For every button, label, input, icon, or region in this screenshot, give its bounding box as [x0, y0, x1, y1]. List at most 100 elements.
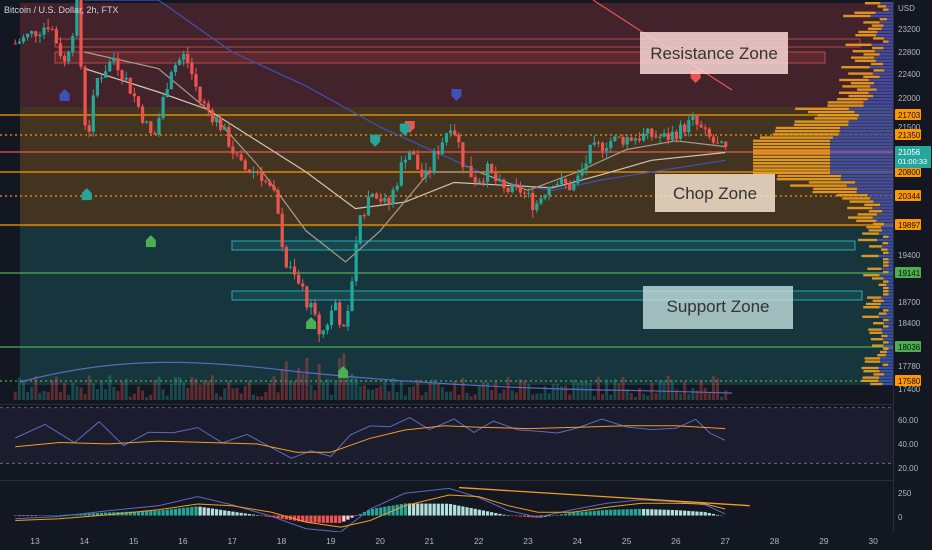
volume-bar: [215, 393, 219, 400]
volume-profile-bar: [873, 373, 885, 376]
svg-text:18700: 18700: [898, 298, 921, 307]
volume-profile-bar: [855, 34, 877, 37]
volume-bar: [38, 392, 42, 400]
volume-bar: [403, 395, 407, 400]
candle-body: [522, 192, 527, 194]
candle-body: [551, 186, 555, 188]
macd-histogram-bar: [617, 509, 621, 516]
volume-profile-bar: [881, 328, 893, 331]
time-axis[interactable]: 13 14 15 16 17 18 19 20 21 22 23 24 25 26 27 28 29 30: [0, 532, 932, 550]
volume-bar: [716, 378, 720, 400]
macd-histogram-bar: [469, 508, 473, 516]
candle-body: [108, 61, 112, 72]
price-axis-label: 17580: [895, 375, 921, 386]
macd-histogram-bar: [432, 503, 436, 516]
volume-profile-bar: [886, 283, 893, 286]
volume-profile-bar: [855, 181, 893, 184]
rsi-band: [0, 407, 893, 464]
volume-profile-bar: [795, 107, 849, 110]
price-axis-label: 21703: [895, 109, 921, 120]
candle-body: [46, 27, 50, 30]
macd-histogram-bar: [243, 513, 247, 516]
volume-profile-bar: [863, 104, 893, 107]
volume-profile-bar: [881, 27, 893, 30]
macd-histogram-bar: [325, 515, 329, 523]
volume-bar: [494, 380, 498, 400]
macd-histogram-bar: [666, 509, 670, 516]
resistance-zone-label-box[interactable]: Resistance Zone: [640, 32, 788, 74]
candle-body: [555, 184, 559, 187]
macd-histogram-bar: [576, 512, 580, 516]
volume-bar: [371, 389, 375, 400]
resistance-zone-box-b: [54, 51, 826, 64]
candle-body: [182, 54, 186, 60]
volume-bar: [136, 386, 140, 400]
volume-profile-bar: [872, 206, 893, 210]
volume-profile-bar: [845, 43, 872, 46]
volume-bar: [268, 383, 272, 400]
volume-profile-bar: [886, 312, 893, 315]
volume-profile-bar: [882, 363, 889, 366]
macd-histogram-bar: [165, 509, 169, 516]
volume-profile-bar: [817, 114, 859, 117]
time-axis-label: 23: [523, 536, 533, 546]
macd-histogram-bar: [465, 507, 469, 516]
candle-body: [30, 31, 34, 34]
candle-body: [440, 142, 444, 154]
volume-profile-bar: [841, 174, 893, 178]
volume-bars: [13, 353, 733, 400]
volume-profile-bar: [863, 53, 880, 56]
macd-histogram-bar: [198, 506, 202, 516]
volume-profile-bar: [870, 85, 893, 88]
macd-histogram-bar: [572, 512, 576, 516]
macd-histogram-bar: [559, 514, 564, 516]
volume-profile-bar: [875, 59, 893, 62]
candle-body: [465, 165, 469, 168]
macd-histogram-bar: [375, 508, 379, 516]
candle-body: [584, 163, 588, 170]
volume-profile-bar: [881, 226, 893, 229]
volume-bar: [617, 383, 621, 400]
current-price-value: 21056: [898, 148, 921, 157]
volume-bar: [108, 375, 112, 400]
volume-bar: [703, 387, 707, 400]
volume-profile-bar: [854, 110, 893, 114]
volume-bar: [670, 380, 674, 400]
volume-profile-bar: [870, 14, 893, 18]
volume-bar: [469, 396, 473, 400]
volume-bar: [486, 382, 490, 400]
volume-bar: [321, 381, 325, 400]
volume-profile-bar: [777, 174, 842, 178]
marker-down-teal-icon: [399, 123, 410, 136]
volume-bar: [543, 386, 547, 400]
candle-body: [251, 171, 256, 173]
price-axis-label: USD: [898, 4, 915, 13]
support-zone-label-box[interactable]: Support Zone: [643, 286, 793, 329]
macd-histogram-bar: [280, 515, 284, 519]
macd-pane[interactable]: [13, 486, 750, 533]
volume-profile-bar: [869, 331, 883, 334]
rsi-pane[interactable]: [0, 407, 893, 464]
chop-zone-label-box[interactable]: Chop Zone: [655, 174, 775, 212]
volume-bar: [584, 381, 588, 400]
volume-profile-bar: [888, 242, 893, 245]
candle-body: [699, 124, 703, 128]
volume-bar: [707, 393, 711, 400]
volume-profile-bar: [774, 130, 840, 133]
candle-body: [596, 142, 601, 144]
volume-ma-line: [19, 361, 733, 394]
volume-profile-bar: [872, 222, 884, 226]
candle-body: [617, 136, 621, 138]
volume-profile-bar: [877, 30, 893, 34]
candle-body: [477, 181, 481, 183]
volume-bar: [317, 363, 321, 400]
candle-body: [136, 96, 141, 107]
candle-body: [605, 148, 609, 151]
volume-profile-bar: [839, 130, 893, 133]
volume-bar: [658, 380, 662, 400]
macd-axis-label: 250: [898, 489, 912, 498]
candle-body: [600, 142, 605, 151]
candle-body: [255, 171, 260, 174]
